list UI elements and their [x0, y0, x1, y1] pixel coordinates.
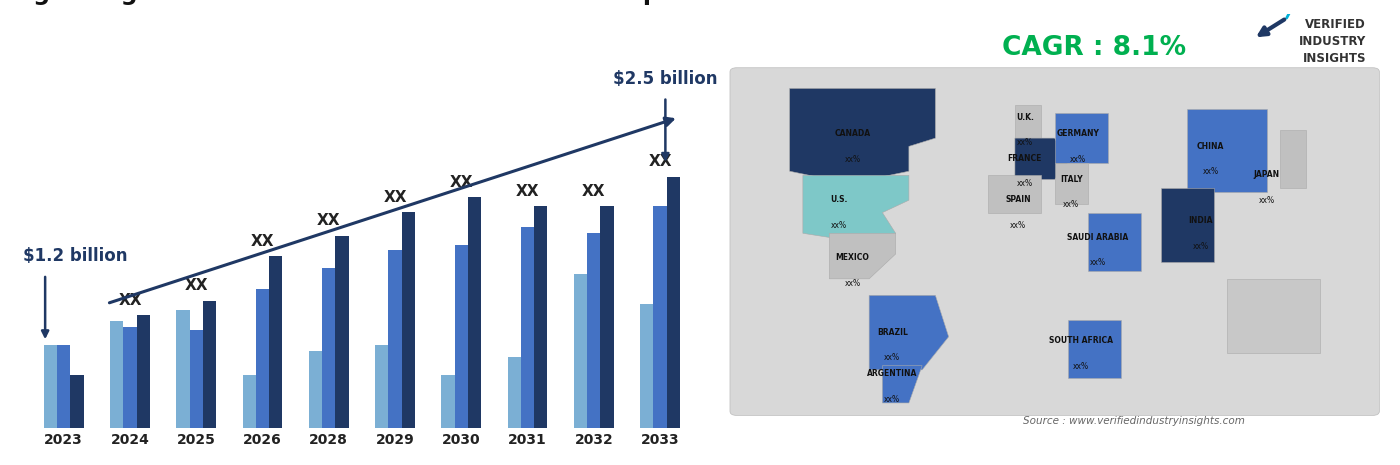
Text: XX: XX [449, 175, 473, 190]
Polygon shape [988, 175, 1042, 213]
Polygon shape [1015, 138, 1068, 179]
Text: xx%: xx% [1016, 179, 1033, 188]
Polygon shape [1280, 130, 1306, 188]
Text: $1.2 billion: $1.2 billion [22, 247, 127, 266]
Bar [402, 212, 414, 428]
Bar [535, 206, 547, 428]
Text: GERMANY: GERMANY [1057, 129, 1099, 138]
Text: Source : www.verifiedindustryinsights.com: Source : www.verifiedindustryinsights.co… [1023, 416, 1245, 425]
Bar [574, 274, 587, 428]
Bar [189, 330, 203, 428]
Text: INDIA: INDIA [1189, 216, 1212, 225]
Polygon shape [1187, 109, 1267, 192]
Text: XX: XX [515, 184, 539, 199]
Text: ITALY: ITALY [1060, 175, 1082, 184]
Text: xx%: xx% [1063, 200, 1079, 209]
Bar [521, 227, 535, 428]
Text: FRANCE: FRANCE [1008, 154, 1042, 163]
Bar [203, 301, 216, 428]
Text: BRAZIL: BRAZIL [876, 328, 907, 337]
Text: xx%: xx% [832, 221, 847, 230]
Text: XX: XX [648, 154, 672, 169]
Polygon shape [869, 295, 949, 370]
Bar [587, 232, 601, 428]
Text: JAPAN: JAPAN [1253, 171, 1280, 179]
Bar [468, 197, 482, 428]
Text: Right-angle Gear Reducers Market Size and Scope: Right-angle Gear Reducers Market Size an… [7, 0, 676, 5]
Text: SPAIN: SPAIN [1005, 195, 1030, 204]
Text: CAGR : 8.1%: CAGR : 8.1% [1001, 35, 1186, 60]
Text: XX: XX [384, 190, 407, 205]
Polygon shape [1226, 279, 1320, 353]
Text: xx%: xx% [1193, 242, 1208, 251]
Bar [508, 357, 521, 428]
Text: XX: XX [582, 184, 606, 199]
Text: xx%: xx% [1074, 362, 1089, 371]
Polygon shape [1161, 188, 1214, 262]
Text: xx%: xx% [885, 395, 900, 404]
Polygon shape [829, 233, 896, 279]
Text: ARGENTINA: ARGENTINA [867, 369, 917, 378]
Polygon shape [882, 365, 923, 403]
Text: MEXICO: MEXICO [836, 253, 869, 262]
Text: U.S.: U.S. [830, 195, 848, 204]
Text: xx%: xx% [1259, 196, 1275, 205]
Text: XX: XX [316, 213, 340, 228]
Bar [137, 315, 150, 428]
Text: CANADA: CANADA [834, 129, 871, 138]
Text: xx%: xx% [1089, 258, 1106, 267]
Text: U.K.: U.K. [1016, 113, 1033, 121]
Text: CHINA: CHINA [1197, 141, 1224, 151]
Text: XX: XX [185, 278, 209, 293]
Bar [256, 289, 269, 428]
Bar [269, 256, 283, 428]
Bar [336, 236, 349, 428]
Polygon shape [1054, 163, 1088, 204]
Bar [176, 310, 189, 428]
Text: xx%: xx% [1070, 155, 1086, 164]
Text: $2.5 billion: $2.5 billion [613, 70, 718, 88]
Bar [57, 345, 70, 428]
Polygon shape [1054, 113, 1107, 163]
Bar [601, 206, 613, 428]
FancyBboxPatch shape [729, 68, 1379, 415]
Bar [123, 327, 137, 428]
Bar [455, 245, 468, 428]
Polygon shape [1088, 213, 1141, 271]
Bar [70, 375, 84, 428]
Text: xx%: xx% [844, 279, 861, 288]
Bar [43, 345, 57, 428]
Bar [309, 351, 322, 428]
Bar [242, 375, 256, 428]
Text: XX: XX [251, 234, 274, 249]
Bar [441, 375, 455, 428]
Bar [322, 268, 336, 428]
Text: SOUTH AFRICA: SOUTH AFRICA [1049, 336, 1113, 345]
Bar [666, 177, 680, 428]
Text: xx%: xx% [1016, 138, 1033, 147]
Text: SAUDI ARABIA: SAUDI ARABIA [1067, 232, 1128, 242]
Polygon shape [790, 88, 935, 179]
Text: XX: XX [118, 293, 141, 308]
Bar [654, 206, 666, 428]
Text: xx%: xx% [1203, 167, 1218, 176]
Bar [111, 321, 123, 428]
Text: xx%: xx% [844, 155, 861, 164]
Text: VERIFIED
INDUSTRY
INSIGHTS: VERIFIED INDUSTRY INSIGHTS [1299, 18, 1366, 65]
Polygon shape [802, 175, 909, 242]
Polygon shape [1068, 320, 1121, 378]
Bar [640, 304, 654, 428]
Bar [375, 345, 388, 428]
Text: xx%: xx% [885, 353, 900, 362]
Polygon shape [1015, 105, 1042, 138]
Text: xx%: xx% [1011, 221, 1026, 230]
Bar [388, 251, 402, 428]
